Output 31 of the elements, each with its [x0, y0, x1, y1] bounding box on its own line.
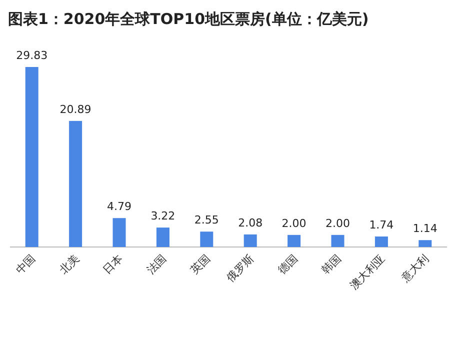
bar [156, 228, 170, 247]
x-tick-label: 德国 [275, 252, 300, 277]
bar [25, 67, 38, 247]
x-tick-label: 英国 [188, 252, 213, 277]
x-tick-label: 日本 [100, 252, 126, 277]
data-label: 4.79 [107, 200, 132, 214]
data-label: 3.22 [150, 210, 176, 223]
bar [200, 232, 214, 247]
data-label: 1.14 [412, 222, 438, 236]
chart-title: 图表1：2020年全球TOP10地区票房(单位：亿美元) [8, 10, 369, 28]
bar [244, 234, 257, 247]
data-label: 2.08 [238, 216, 263, 230]
bar [374, 236, 388, 247]
x-tick-label: 韩国 [319, 252, 344, 277]
x-tick-label: 意大利 [398, 252, 432, 286]
x-tick-label: 中国 [13, 252, 38, 277]
bar [331, 234, 344, 247]
x-tick-label: 澳大利亚 [347, 252, 388, 292]
data-label: 2.55 [194, 214, 219, 227]
bar [112, 218, 126, 247]
data-label: 20.89 [60, 102, 92, 116]
x-tick-label: 法国 [144, 252, 170, 277]
data-label: 1.74 [369, 218, 394, 232]
bar [69, 120, 82, 247]
data-label: 2.00 [326, 216, 350, 230]
bar [418, 240, 432, 247]
x-tick-label: 北美 [56, 252, 82, 277]
x-tick-label: 俄罗斯 [224, 252, 256, 284]
data-label: 2.00 [282, 216, 306, 230]
bar [288, 234, 301, 247]
data-label: 29.83 [16, 49, 48, 62]
